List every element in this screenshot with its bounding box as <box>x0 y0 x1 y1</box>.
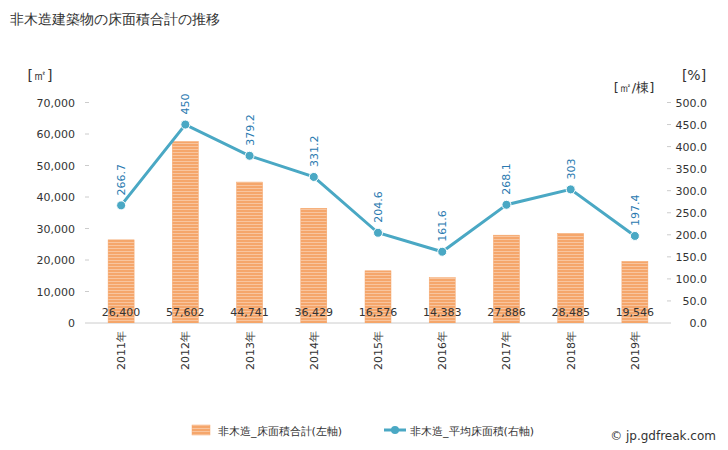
y-tick-label: 70,000 <box>37 97 76 110</box>
y2-tick-label: 0.0 <box>690 317 708 330</box>
data-labels: 26,400 57,602 44,741 36,429 16,576 14,383 27,8… <box>102 94 654 319</box>
line <box>121 125 635 252</box>
y2-tick <box>667 124 671 125</box>
y2-axis-label: [㎡/棟] <box>614 80 655 95</box>
y-tick-label: 20,000 <box>37 254 76 267</box>
y-tick-label: 50,000 <box>37 160 76 173</box>
x-tick-label: 2017年 <box>500 331 513 370</box>
y-tick <box>85 197 89 198</box>
y2-tick <box>667 323 671 324</box>
bar <box>237 182 263 323</box>
line-marker <box>245 151 254 160</box>
x-tick-label: 2018年 <box>565 331 578 370</box>
line-marker <box>630 231 639 240</box>
y-tick <box>85 260 89 261</box>
y2-tick-label: 150.0 <box>676 251 708 264</box>
line-label: 450 <box>179 94 192 115</box>
y2-tick-label: 100.0 <box>676 273 708 286</box>
chart: 非木造建築物の床面積合計の推移 [㎡] [%] [㎡/棟] 0 10,000 20,000 3… <box>0 0 728 450</box>
y2-tick-label: 450.0 <box>676 119 708 132</box>
line-marker <box>309 172 318 181</box>
bar-label: 26,400 <box>102 306 141 319</box>
bar <box>172 142 198 323</box>
y2-tick <box>667 190 671 191</box>
legend-swatch <box>192 425 210 435</box>
y2-tick <box>667 256 671 257</box>
legend-label: 非木造_平均床面積(右軸) <box>410 425 534 438</box>
bar-label: 16,576 <box>359 306 398 319</box>
y2-tick-label: 300.0 <box>676 185 708 198</box>
y-tick-label: 60,000 <box>37 128 76 141</box>
title: 非木造建築物の床面積合計の推移 <box>10 11 220 27</box>
line-label: 331.2 <box>308 135 321 167</box>
legend-label: 非木造_床面積合計(左軸) <box>218 425 342 438</box>
y2-tick <box>667 278 671 279</box>
line-marker <box>438 247 447 256</box>
y2-tick <box>667 102 671 103</box>
y-tick-label: 10,000 <box>37 286 76 299</box>
line-marker <box>374 228 383 237</box>
y-tick <box>85 134 89 135</box>
y-tick <box>85 291 89 292</box>
x-tick-label: 2015年 <box>372 331 385 370</box>
x-tick-label: 2014年 <box>308 331 321 370</box>
y-tick <box>85 165 89 166</box>
plot-marks <box>108 120 648 323</box>
x-tick-label: 2019年 <box>629 331 642 370</box>
bar-label: 28,485 <box>551 306 590 319</box>
line-marker <box>181 120 190 129</box>
y2-tick-label: 50.0 <box>683 295 708 308</box>
y2-tick-label: 350.0 <box>676 163 708 176</box>
line-label: 303 <box>565 158 578 179</box>
y2-tick <box>667 146 671 147</box>
line-label: 268.1 <box>500 163 513 195</box>
bar-label: 14,383 <box>423 306 462 319</box>
y2-tick-label: 400.0 <box>676 141 708 154</box>
x-tick-label: 2016年 <box>436 331 449 370</box>
y2-tick-label: 200.0 <box>676 229 708 242</box>
y-tick-label: 30,000 <box>37 223 76 236</box>
y2-tick <box>667 300 671 301</box>
line-label: 266.7 <box>115 164 128 196</box>
line-label: 197.4 <box>629 194 642 226</box>
y2-tick <box>667 234 671 235</box>
source: © jp.gdfreak.com <box>610 429 716 443</box>
y-tick-label: 0 <box>68 317 75 330</box>
x-tick-label: 2012年 <box>179 331 192 370</box>
y2-tick-label: 500.0 <box>676 97 708 110</box>
y-axis-label: [㎡] <box>28 67 53 83</box>
line-marker <box>117 201 126 210</box>
legend-swatch-marker <box>391 426 399 434</box>
y2-tick <box>667 168 671 169</box>
bar-label: 44,741 <box>230 306 269 319</box>
y2-tick-label: 250.0 <box>676 207 708 220</box>
bar-label: 57,602 <box>166 306 205 319</box>
y-tick <box>85 102 89 103</box>
y-tick <box>85 228 89 229</box>
bar-label: 36,429 <box>295 306 334 319</box>
legend: 非木造_床面積合計(左軸) 非木造_平均床面積(右軸) <box>192 425 534 438</box>
y-tick <box>85 323 89 324</box>
line-label: 161.6 <box>436 210 449 242</box>
line-label: 204.6 <box>372 191 385 223</box>
bar-label: 27,886 <box>487 306 526 319</box>
line-marker <box>566 185 575 194</box>
x-tick-label: 2011年 <box>115 331 128 370</box>
y2-tick <box>667 212 671 213</box>
line-label: 379.2 <box>244 114 257 145</box>
x-tick-label: 2013年 <box>244 331 257 370</box>
bar-label: 19,546 <box>616 306 655 319</box>
line-marker <box>502 200 511 209</box>
y2-axis-label: [%] <box>682 67 706 83</box>
y-tick-label: 40,000 <box>37 191 76 204</box>
